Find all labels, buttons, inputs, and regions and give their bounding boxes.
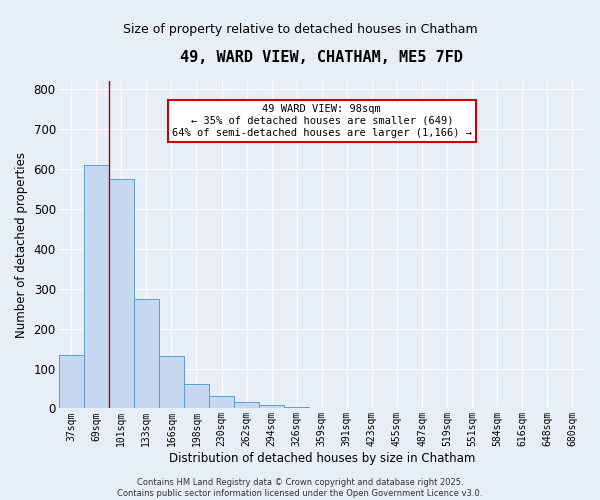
Bar xyxy=(259,405,284,408)
Text: Size of property relative to detached houses in Chatham: Size of property relative to detached ho… xyxy=(122,22,478,36)
Bar xyxy=(59,356,83,408)
Bar xyxy=(134,299,159,408)
Bar xyxy=(109,179,134,408)
Bar xyxy=(159,356,184,408)
X-axis label: Distribution of detached houses by size in Chatham: Distribution of detached houses by size … xyxy=(169,452,475,465)
Title: 49, WARD VIEW, CHATHAM, ME5 7FD: 49, WARD VIEW, CHATHAM, ME5 7FD xyxy=(181,50,463,65)
Text: 49 WARD VIEW: 98sqm
← 35% of detached houses are smaller (649)
64% of semi-detac: 49 WARD VIEW: 98sqm ← 35% of detached ho… xyxy=(172,104,472,138)
Bar xyxy=(184,384,209,408)
Bar xyxy=(83,165,109,408)
Text: Contains HM Land Registry data © Crown copyright and database right 2025.
Contai: Contains HM Land Registry data © Crown c… xyxy=(118,478,482,498)
Bar xyxy=(284,407,309,408)
Bar xyxy=(234,402,259,408)
Y-axis label: Number of detached properties: Number of detached properties xyxy=(15,152,28,338)
Bar xyxy=(209,396,234,408)
